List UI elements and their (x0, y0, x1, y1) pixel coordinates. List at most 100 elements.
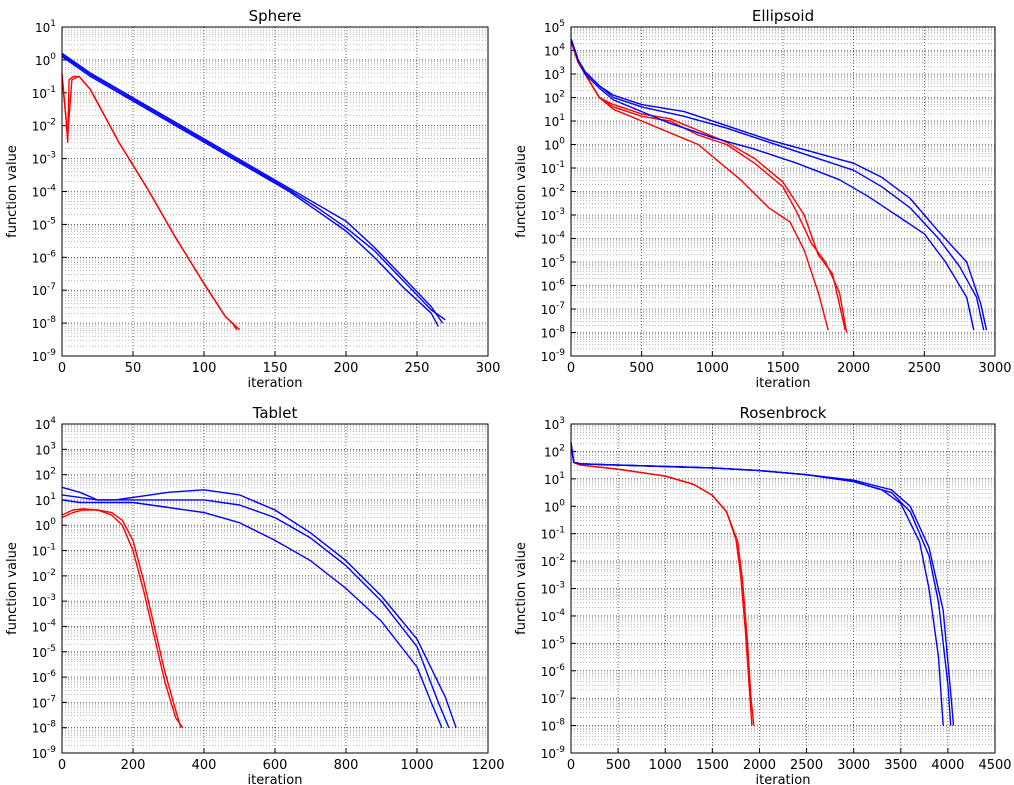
x-tick-label: 50 (125, 361, 142, 376)
y-tick-label: 101 (544, 471, 565, 487)
series-line-blue-4 (570, 443, 955, 726)
chart-panel-sphere: 10-9 10-8 10-7 10-6 10-5 10-4 10-3 10-2 10-1 100 1… (5, 7, 500, 391)
y-tick-label: 105 (544, 19, 565, 35)
y-tick-label: 10-8 (541, 325, 566, 341)
x-tick-label: 2500 (908, 361, 941, 376)
y-tick-label: 10-1 (32, 543, 56, 559)
y-tick-label: 10-8 (541, 718, 566, 734)
y-tick-label: 100 (35, 517, 56, 533)
y-tick-label: 10-1 (541, 526, 565, 542)
x-axis-label: iteration (756, 376, 811, 391)
series-line-blue-2 (61, 52, 444, 324)
x-axis-label: iteration (756, 773, 811, 785)
y-tick-label: 10-6 (32, 249, 57, 265)
y-tick-label: 10-2 (541, 184, 565, 200)
series-line-blue-5 (570, 38, 988, 331)
series-line-red-2 (570, 40, 846, 331)
x-tick-label: 600 (263, 758, 288, 773)
chart-title: Rosenbrock (740, 404, 827, 422)
series-line-blue-4 (61, 499, 443, 728)
y-axis-label: function value (514, 145, 529, 238)
y-tick-label: 101 (35, 19, 56, 35)
y-tick-label: 10-4 (32, 618, 57, 634)
y-tick-label: 10-1 (541, 160, 565, 176)
y-tick-label: 10-3 (541, 207, 565, 223)
y-tick-label: 10-9 (32, 745, 57, 761)
x-tick-label: 0 (58, 758, 66, 773)
y-tick-label: 10-7 (32, 282, 56, 298)
x-tick-label: 800 (334, 758, 359, 773)
y-tick-label: 10-1 (32, 85, 56, 101)
axes-frame (61, 26, 489, 357)
x-tick-label: 1000 (649, 758, 682, 773)
series-line-red-1 (61, 75, 240, 331)
x-tick-label: 0 (567, 361, 575, 376)
axes-frame (61, 423, 489, 754)
y-tick-label: 10-5 (32, 644, 56, 660)
x-tick-label: 0 (567, 758, 575, 773)
x-tick-label: 100 (192, 361, 217, 376)
x-tick-label: 400 (192, 758, 217, 773)
y-tick-label: 10-2 (32, 568, 56, 584)
x-axis-label: iteration (248, 376, 303, 391)
series-line-blue-4 (61, 54, 446, 321)
y-tick-label: 10-7 (32, 694, 56, 710)
axes-frame (570, 26, 996, 357)
y-tick-label: 10-4 (541, 608, 566, 624)
series-line-red-1 (61, 508, 184, 729)
y-tick-label: 10-9 (32, 348, 57, 364)
y-tick-label: 102 (544, 443, 565, 459)
x-tick-label: 3500 (884, 758, 917, 773)
chart-panel-ellipsoid: 10-9 10-8 10-7 10-6 10-5 10-4 10-3 10-2 10-1 100 1… (514, 7, 1012, 391)
y-tick-label: 10-4 (32, 184, 57, 200)
series-line-blue-3 (570, 38, 975, 331)
y-tick-label: 102 (35, 467, 56, 483)
x-tick-label: 1500 (766, 361, 799, 376)
chart-panel-tablet: 10-9 10-8 10-7 10-6 10-5 10-4 10-3 10-2 10-1 100 1… (5, 404, 505, 785)
y-tick-label: 103 (544, 66, 565, 82)
x-tick-label: 1000 (696, 361, 729, 376)
chart-panel-rosenbrock: 10-9 10-8 10-7 10-6 10-5 10-4 10-3 10-2 10-1 100 1… (514, 404, 1012, 785)
y-tick-label: 10-3 (541, 581, 565, 597)
series-line-red-0 (570, 40, 829, 331)
y-axis-label: function value (5, 145, 20, 238)
y-tick-label: 10-5 (32, 216, 56, 232)
y-tick-label: 10-3 (32, 593, 56, 609)
y-tick-label: 103 (544, 416, 565, 432)
series-line-blue-3 (61, 56, 439, 327)
y-tick-label: 100 (35, 52, 56, 68)
x-tick-label: 500 (606, 758, 631, 773)
y-tick-label: 100 (544, 137, 565, 153)
x-tick-label: 250 (405, 361, 430, 376)
y-tick-label: 10-5 (541, 254, 565, 270)
series-line-blue-3 (61, 494, 450, 728)
axes-frame (570, 423, 996, 754)
y-tick-label: 10-6 (541, 278, 566, 294)
y-tick-label: 10-2 (32, 118, 56, 134)
x-tick-label: 4000 (931, 758, 964, 773)
y-tick-label: 102 (544, 90, 565, 106)
chart-title: Ellipsoid (752, 7, 814, 25)
series-line-blue-2 (570, 443, 944, 726)
y-tick-label: 101 (35, 492, 56, 508)
y-tick-label: 10-5 (541, 635, 565, 651)
y-tick-label: 10-7 (541, 690, 565, 706)
x-tick-label: 150 (263, 361, 288, 376)
series-line-red-0 (61, 509, 182, 728)
x-tick-label: 1500 (696, 758, 729, 773)
y-tick-label: 10-6 (541, 663, 566, 679)
x-tick-label: 200 (334, 361, 359, 376)
y-tick-label: 10-6 (32, 669, 57, 685)
x-tick-label: 500 (629, 361, 654, 376)
y-tick-label: 104 (35, 416, 56, 432)
x-tick-label: 2000 (837, 361, 870, 376)
y-axis-label: function value (5, 542, 20, 635)
y-tick-label: 103 (35, 441, 56, 457)
chart-title: Tablet (252, 404, 298, 422)
x-tick-label: 0 (58, 361, 66, 376)
x-tick-label: 4500 (978, 758, 1011, 773)
series-line-red-1 (570, 40, 848, 333)
y-tick-label: 104 (544, 43, 565, 59)
series-line-red-0 (570, 443, 753, 726)
